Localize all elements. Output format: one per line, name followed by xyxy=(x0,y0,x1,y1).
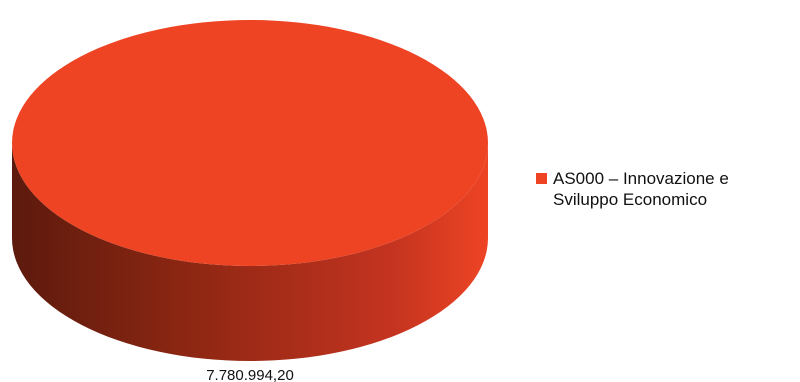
slice-value-label: 7.780.994,20 xyxy=(206,367,294,382)
legend-swatch xyxy=(536,173,547,184)
pie-slice-top xyxy=(12,20,488,266)
legend-label: AS000 – Innovazione e Sviluppo Economico xyxy=(553,169,729,209)
pie-slice-0 xyxy=(12,20,488,361)
pie-slice-side xyxy=(12,143,488,361)
legend: AS000 – Innovazione e Sviluppo Economico xyxy=(536,168,798,210)
